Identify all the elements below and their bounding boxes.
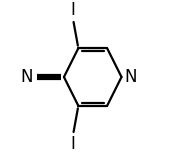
Text: I: I <box>71 1 76 19</box>
Text: N: N <box>20 68 33 86</box>
Text: I: I <box>71 135 76 153</box>
Text: N: N <box>125 68 137 86</box>
